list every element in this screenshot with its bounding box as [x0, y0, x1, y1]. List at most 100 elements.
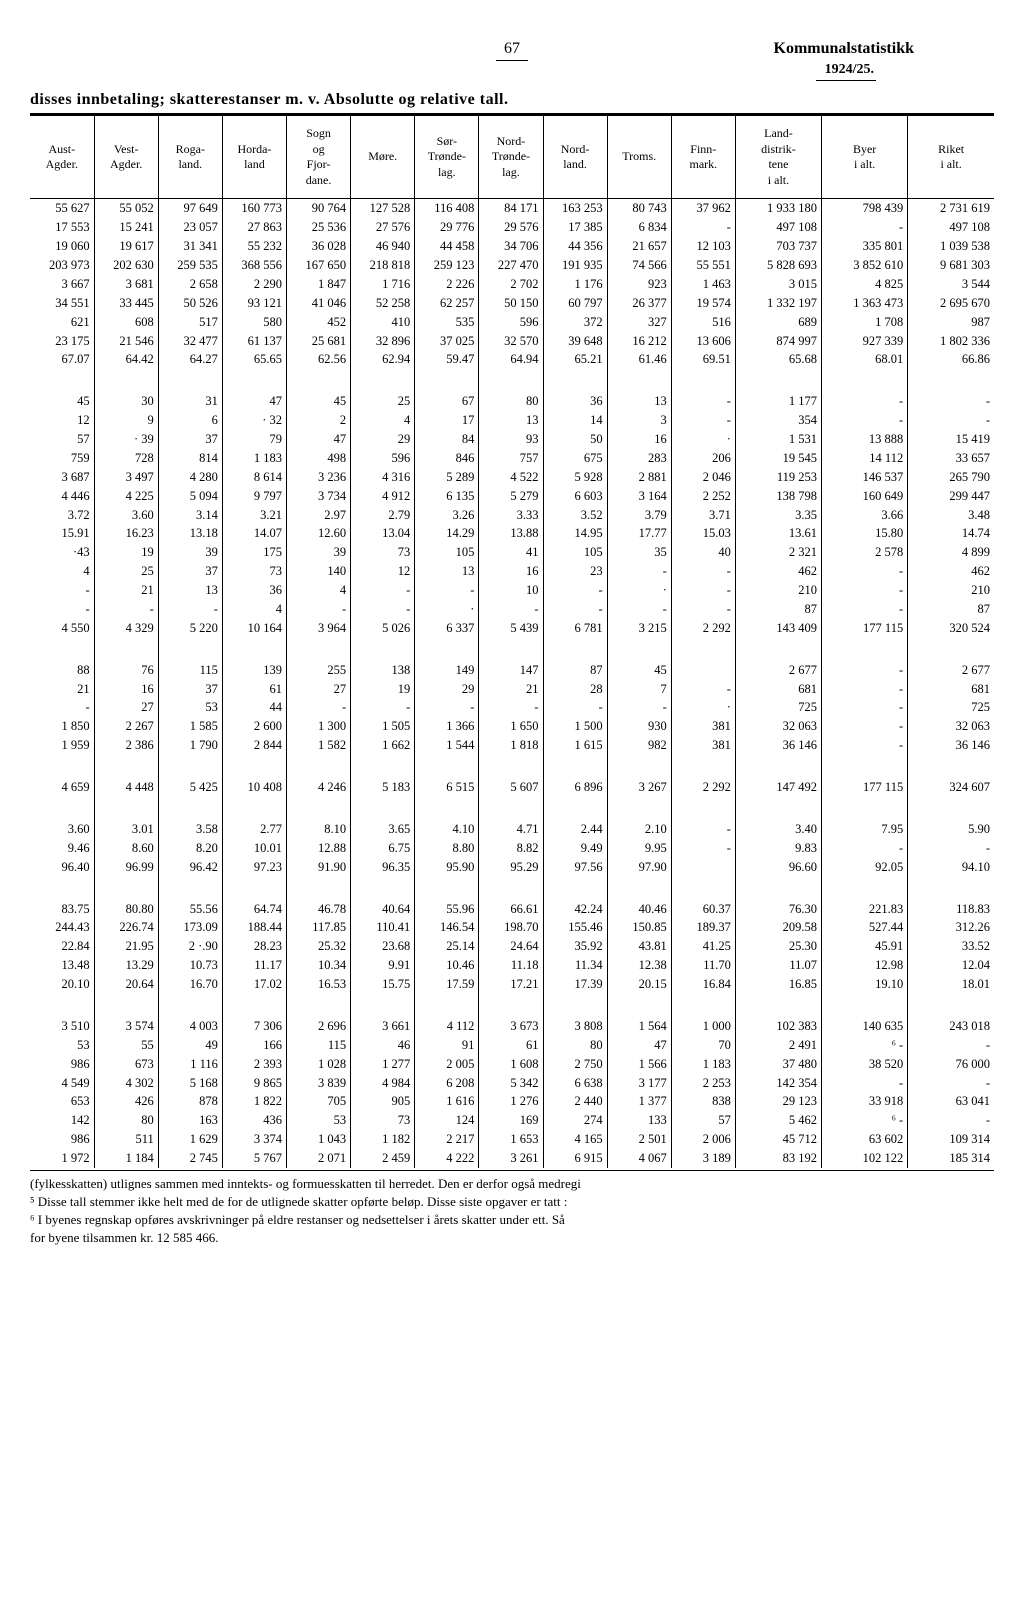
table-cell: 9.49: [543, 839, 607, 858]
table-cell: 177 115: [822, 755, 908, 797]
table-cell: 173.09: [158, 918, 222, 937]
table-cell: 13 606: [671, 332, 735, 351]
table-cell: 133: [607, 1111, 671, 1130]
table-cell: -: [671, 680, 735, 699]
table-cell: 12: [30, 411, 94, 430]
table-cell: 372: [543, 313, 607, 332]
table-cell: 15.75: [351, 975, 415, 994]
table-cell: 88: [30, 638, 94, 680]
table-cell: 47: [222, 369, 286, 411]
table-cell: -: [671, 839, 735, 858]
table-cell: 226.74: [94, 918, 158, 937]
table-cell: 4 659: [30, 755, 94, 797]
table-cell: 4.10: [415, 797, 479, 839]
table-cell: 163: [158, 1111, 222, 1130]
table-cell: 986: [30, 1055, 94, 1074]
table-cell: 4 448: [94, 755, 158, 797]
table-cell: 109 314: [908, 1130, 994, 1149]
table-cell: 45: [30, 369, 94, 411]
table-cell: 12.38: [607, 956, 671, 975]
table-cell: 14: [543, 411, 607, 430]
table-cell: -: [908, 839, 994, 858]
table-cell: 516: [671, 313, 735, 332]
table-row: 203 973202 630259 535368 556167 650218 8…: [30, 256, 994, 275]
table-cell: 52 258: [351, 294, 415, 313]
table-row: 23 17521 54632 47761 13725 68132 89637 0…: [30, 332, 994, 351]
table-cell: 814: [158, 449, 222, 468]
table-cell: 13.88: [479, 524, 543, 543]
table-cell: 116 408: [415, 199, 479, 218]
table-cell: 62 257: [415, 294, 479, 313]
table-cell: ·43: [30, 543, 94, 562]
table-cell: 37 480: [735, 1055, 821, 1074]
table-row: 34 55133 44550 52693 12141 04652 25862 2…: [30, 294, 994, 313]
table-cell: 1 184: [94, 1149, 158, 1168]
table-cell: 19.10: [822, 975, 908, 994]
table-cell: 102 383: [735, 994, 821, 1036]
table-cell: 188.44: [222, 918, 286, 937]
table-cell: 10.46: [415, 956, 479, 975]
table-cell: 53: [158, 698, 222, 717]
table-cell: 16 212: [607, 332, 671, 351]
table-cell: 1 183: [222, 449, 286, 468]
table-cell: 20.64: [94, 975, 158, 994]
page-number: 67: [496, 40, 528, 61]
table-cell: 4 225: [94, 487, 158, 506]
table-cell: -: [908, 1036, 994, 1055]
table-row: 3 6873 4974 2808 6143 2364 3165 2894 522…: [30, 468, 994, 487]
table-cell: -: [30, 581, 94, 600]
table-cell: 90 764: [287, 199, 351, 218]
table-cell: 80: [479, 369, 543, 411]
table-header-row: Aust-Agder.Vest-Agder.Roga-land.Horda-la…: [30, 116, 994, 199]
table-cell: 11.70: [671, 956, 735, 975]
table-cell: 55.96: [415, 877, 479, 919]
table-cell: ⁶ -: [822, 1111, 908, 1130]
table-cell: -: [607, 562, 671, 581]
table-cell: 3 661: [351, 994, 415, 1036]
table-cell: 210: [908, 581, 994, 600]
table-cell: 36: [543, 369, 607, 411]
table-cell: 92.05: [822, 858, 908, 877]
table-cell: 3.33: [479, 506, 543, 525]
table-cell: 11.34: [543, 956, 607, 975]
table-cell: 324 607: [908, 755, 994, 797]
table-cell: 1 822: [222, 1092, 286, 1111]
table-cell: -: [822, 600, 908, 619]
table-cell: 6 638: [543, 1074, 607, 1093]
table-cell: 244.43: [30, 918, 94, 937]
table-cell: 681: [735, 680, 821, 699]
table-cell: 29: [351, 430, 415, 449]
table-cell: 10.34: [287, 956, 351, 975]
table-cell: 5 462: [735, 1111, 821, 1130]
table-cell: 3.58: [158, 797, 222, 839]
table-cell: -: [415, 698, 479, 717]
table-row: 15.9116.2313.1814.0712.6013.0414.2913.88…: [30, 524, 994, 543]
table-cell: 3 808: [543, 994, 607, 1036]
table-cell: 160 649: [822, 487, 908, 506]
table-cell: 33 918: [822, 1092, 908, 1111]
table-cell: 185 314: [908, 1149, 994, 1168]
table-cell: ·: [415, 600, 479, 619]
table-cell: 2 071: [287, 1149, 351, 1168]
table-cell: 703 737: [735, 237, 821, 256]
table-cell: 96.60: [735, 858, 821, 877]
table-cell: 21 546: [94, 332, 158, 351]
table-cell: 13.61: [735, 524, 821, 543]
table-cell: 673: [94, 1055, 158, 1074]
table-cell: 55 551: [671, 256, 735, 275]
table-cell: 12 103: [671, 237, 735, 256]
table-cell: 19 617: [94, 237, 158, 256]
table-cell: 2 290: [222, 275, 286, 294]
table-cell: 16.53: [287, 975, 351, 994]
table-cell: 5 828 693: [735, 256, 821, 275]
table-cell: 3 681: [94, 275, 158, 294]
table-cell: 1 582: [287, 736, 351, 755]
table-cell: 283: [607, 449, 671, 468]
table-cell: · 39: [94, 430, 158, 449]
table-cell: 3 261: [479, 1149, 543, 1168]
table-cell: -: [822, 736, 908, 755]
table-cell: 50 150: [479, 294, 543, 313]
table-cell: 27: [94, 698, 158, 717]
table-cell: 115: [158, 638, 222, 680]
table-cell: 3 497: [94, 468, 158, 487]
